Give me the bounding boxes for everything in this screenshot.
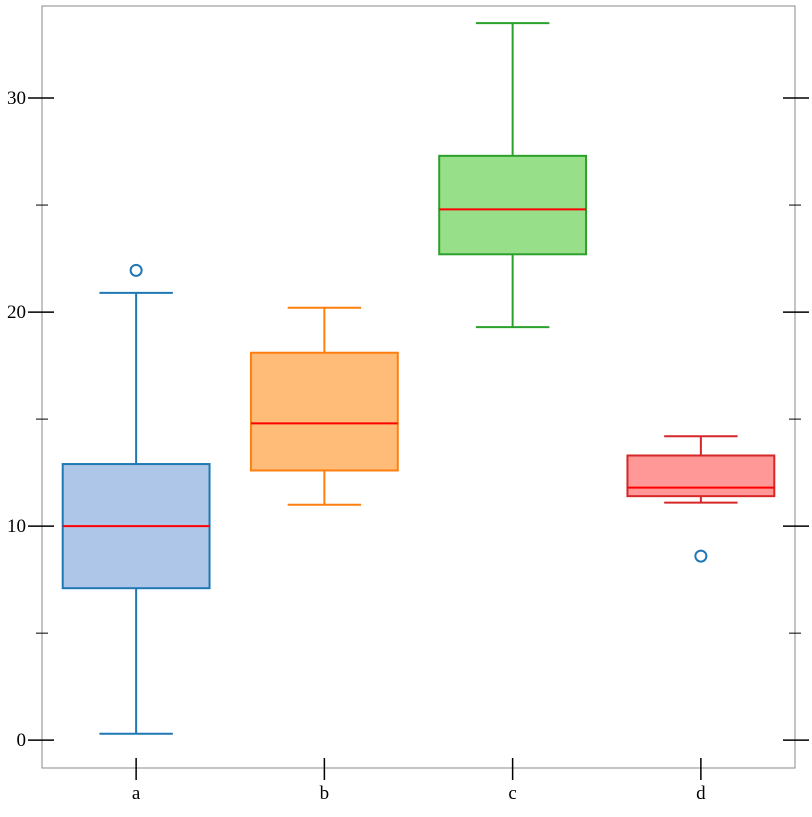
plot-frame (41, 5, 796, 769)
iqr-box-d (626, 454, 776, 498)
outlier-point-a (129, 263, 143, 277)
y-axis-left: 0 10 20 30 (7, 88, 54, 751)
y-axis-right (783, 97, 809, 741)
x-axis: a b c d (132, 758, 706, 804)
x-tick-label-c: c (508, 783, 516, 804)
y-tick-label: 20 (7, 302, 26, 323)
y-tick-label: 10 (7, 516, 26, 537)
x-tick-label-b: b (320, 783, 330, 804)
box-c (438, 22, 588, 329)
boxes-group (61, 22, 776, 735)
y-tick-label: 0 (17, 730, 27, 751)
box-b (249, 306, 399, 506)
iqr-box-b (249, 351, 399, 472)
y-tick-label: 30 (7, 88, 26, 109)
iqr-box-c (438, 154, 588, 256)
outlier-point-d (694, 549, 708, 563)
box-d (626, 435, 776, 563)
x-tick-label-d: d (696, 783, 706, 804)
x-tick-label-a: a (132, 783, 141, 804)
box-a (61, 263, 211, 735)
